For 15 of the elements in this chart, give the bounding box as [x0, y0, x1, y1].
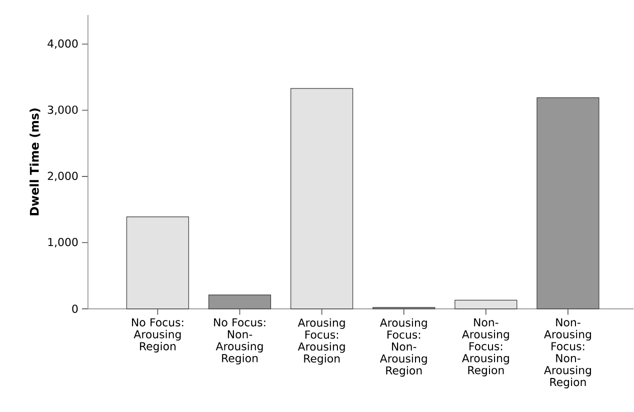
y-tick-label: 4,000	[48, 40, 78, 49]
x-tick-label: No Focus: Non-Arousing Region	[214, 318, 266, 365]
x-tick-label: Non-Arousing Focus: Non-Arousing Region	[544, 318, 591, 388]
bar	[454, 300, 518, 310]
x-tick-label: Non-Arousing Focus: Arousing Region	[462, 318, 509, 376]
x-tick-label: Arousing Focus: Non-Arousing Region	[380, 318, 427, 377]
y-axis-title: Dwell Time (ms)	[30, 108, 40, 216]
bar	[290, 88, 354, 310]
x-tick-label: No Focus: Arousing Region	[132, 318, 184, 353]
x-tick-label: Arousing Focus: Arousing Region	[298, 318, 345, 365]
bar	[126, 216, 189, 310]
y-tick-label: 2,000	[48, 172, 78, 182]
y-tick-label: 3,000	[48, 106, 78, 116]
y-tick-label: 0	[72, 304, 78, 314]
y-tick-label: 1,000	[48, 238, 78, 248]
